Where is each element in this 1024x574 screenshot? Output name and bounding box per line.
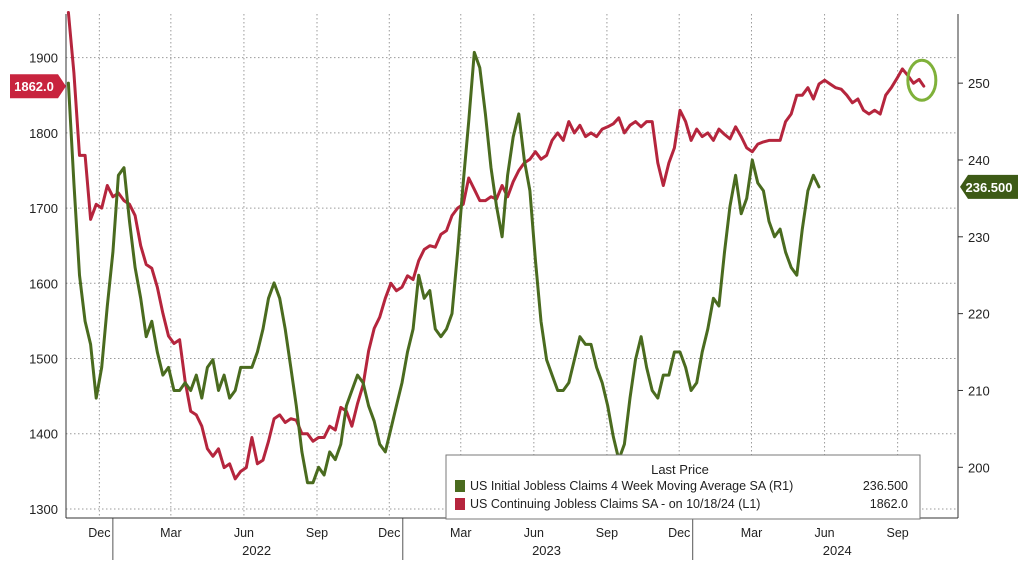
year-label: 2024	[823, 543, 852, 558]
left-tick-label: 1500	[29, 352, 58, 367]
right-tick-label: 220	[968, 307, 990, 322]
x-tick-label: Sep	[887, 526, 909, 540]
x-tick-label: Mar	[450, 526, 472, 540]
year-label: 2023	[532, 543, 561, 558]
left-tick-label: 1600	[29, 276, 58, 291]
legend-box	[445, 454, 921, 520]
left-tick-label: 1900	[29, 51, 58, 66]
legend-label: US Continuing Jobless Claims SA - on 10/…	[470, 497, 760, 511]
left-tick-label: 1300	[29, 502, 58, 517]
last-value-tag-right	[960, 174, 1018, 199]
x-tick-label: Mar	[160, 526, 182, 540]
right-tick-label: 210	[968, 383, 990, 398]
highlight-circle	[906, 58, 938, 102]
last-value-tag-left	[10, 74, 66, 99]
x-tick-label: Dec	[378, 526, 400, 540]
legend-swatch	[455, 480, 465, 492]
right-tick-label: 250	[968, 76, 990, 91]
right-tick-label: 200	[968, 460, 990, 475]
x-tick-label: Jun	[234, 526, 254, 540]
right-tick-label: 230	[968, 230, 990, 245]
series-line-initial-claims-4wk	[66, 50, 821, 485]
x-tick-label: Dec	[88, 526, 110, 540]
last-value-tag-left-label: 1862.0	[14, 79, 54, 94]
x-tick-label: Sep	[596, 526, 618, 540]
last-value-tag-right-label: 236.500	[966, 180, 1013, 195]
legend-header: Last Price	[651, 462, 709, 477]
legend-swatch	[455, 498, 465, 510]
left-tick-label: 1800	[29, 126, 58, 141]
x-tick-label: Jun	[814, 526, 834, 540]
x-tick-label: Sep	[306, 526, 328, 540]
year-label: 2022	[242, 543, 271, 558]
left-tick-label: 1400	[29, 427, 58, 442]
x-tick-label: Mar	[741, 526, 763, 540]
legend-value: 236.500	[863, 479, 908, 493]
legend-label: US Initial Jobless Claims 4 Week Moving …	[470, 479, 793, 493]
x-tick-label: Dec	[668, 526, 690, 540]
legend-value: 1862.0	[870, 497, 908, 511]
x-tick-label: Jun	[524, 526, 544, 540]
right-tick-label: 240	[968, 153, 990, 168]
legend: Last Price US Initial Jobless Claims 4 We…	[445, 454, 921, 520]
left-tick-label: 1700	[29, 201, 58, 216]
